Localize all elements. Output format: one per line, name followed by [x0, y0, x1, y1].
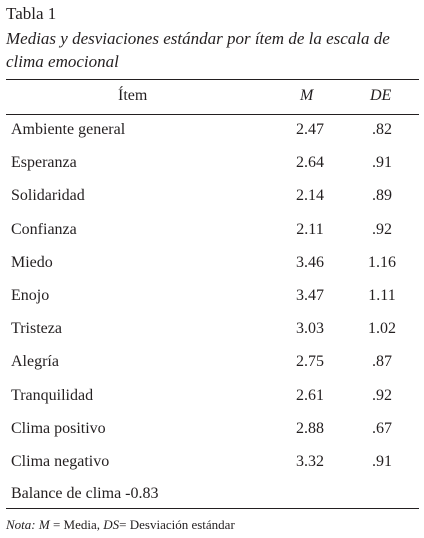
row-mean-value: 2.11	[296, 220, 324, 238]
row-sd-value: .92	[372, 386, 392, 404]
table-row: Solidaridad 2.14 .89	[0, 180, 424, 213]
table-row: Esperanza 2.64 .91	[0, 147, 424, 180]
row-mean-value: 2.75	[296, 353, 324, 371]
table-note: Nota: M = Media, DS= Desviación estándar	[6, 517, 235, 533]
row-item-label: Tranquilidad	[11, 386, 94, 404]
table-header-rule	[6, 114, 419, 115]
row-sd-value: .82	[372, 121, 392, 138]
table-title: Medias y desviaciones estándar por ítem …	[6, 29, 390, 71]
column-header-sd: DE	[370, 87, 392, 104]
row-item-label: Solidaridad	[11, 187, 85, 205]
row-mean-value: 2.61	[296, 386, 324, 404]
table-row: Tranquilidad 2.61 .92	[0, 380, 424, 413]
note-ds-text: = Desviación estándar	[119, 517, 235, 532]
row-item-label: Ambiente general	[11, 121, 126, 138]
note-m-text: = Media,	[49, 517, 104, 532]
table-row: Confianza 2.11 .92	[0, 214, 424, 247]
table-row: Miedo 3.46 1.16	[0, 247, 424, 280]
row-mean-value: 2.88	[296, 419, 324, 437]
row-mean-value: 3.46	[296, 253, 324, 271]
row-item-label: Esperanza	[11, 154, 77, 172]
note-ds-symbol: DS	[103, 517, 120, 532]
row-mean-value: 3.03	[296, 320, 324, 338]
row-sd-value: .91	[372, 453, 392, 470]
row-item-label: Clima negativo	[11, 453, 110, 470]
note-lead: Nota:	[6, 517, 36, 532]
table-label: Tabla 1	[6, 4, 57, 23]
row-item-label: Miedo	[11, 253, 53, 271]
row-item-label: Clima positivo	[11, 419, 106, 437]
row-sd-value: .67	[372, 419, 392, 437]
column-header-item: Ítem	[118, 87, 148, 104]
row-item-label: Tristeza	[11, 320, 62, 338]
table-bottom-rule	[6, 508, 419, 509]
note-m-symbol: M	[38, 517, 50, 532]
row-mean-value: 2.64	[296, 154, 324, 172]
row-sd-value: 1.02	[368, 320, 396, 338]
row-sd-value: 1.11	[368, 287, 396, 304]
row-sd-value: .89	[372, 187, 392, 205]
table-top-rule	[6, 79, 419, 80]
row-mean-value: 3.47	[296, 287, 324, 304]
row-item-label: Enojo	[11, 287, 50, 304]
column-header-mean: M	[300, 87, 314, 104]
table-row: Clima positivo 2.88 .67	[0, 413, 424, 446]
table-row: Tristeza 3.03 1.02	[0, 313, 424, 346]
row-mean-value: 2.14	[296, 187, 324, 205]
row-mean-value: 3.32	[296, 453, 324, 470]
balance-row: Balance de clima -0.83	[11, 485, 159, 502]
table-row: Ambiente general 2.47 .82	[0, 114, 424, 147]
table-row: Enojo 3.47 1.11	[0, 280, 424, 313]
row-mean-value: 2.47	[296, 121, 324, 138]
row-item-label: Alegría	[11, 353, 59, 371]
table-row: Clima negativo 3.32 .91	[0, 446, 424, 479]
row-item-label: Confianza	[11, 220, 77, 238]
row-sd-value: .91	[372, 154, 392, 172]
row-sd-value: .92	[372, 220, 392, 238]
row-sd-value: .87	[372, 353, 392, 371]
row-sd-value: 1.16	[368, 253, 396, 271]
table-row: Alegría 2.75 .87	[0, 346, 424, 379]
